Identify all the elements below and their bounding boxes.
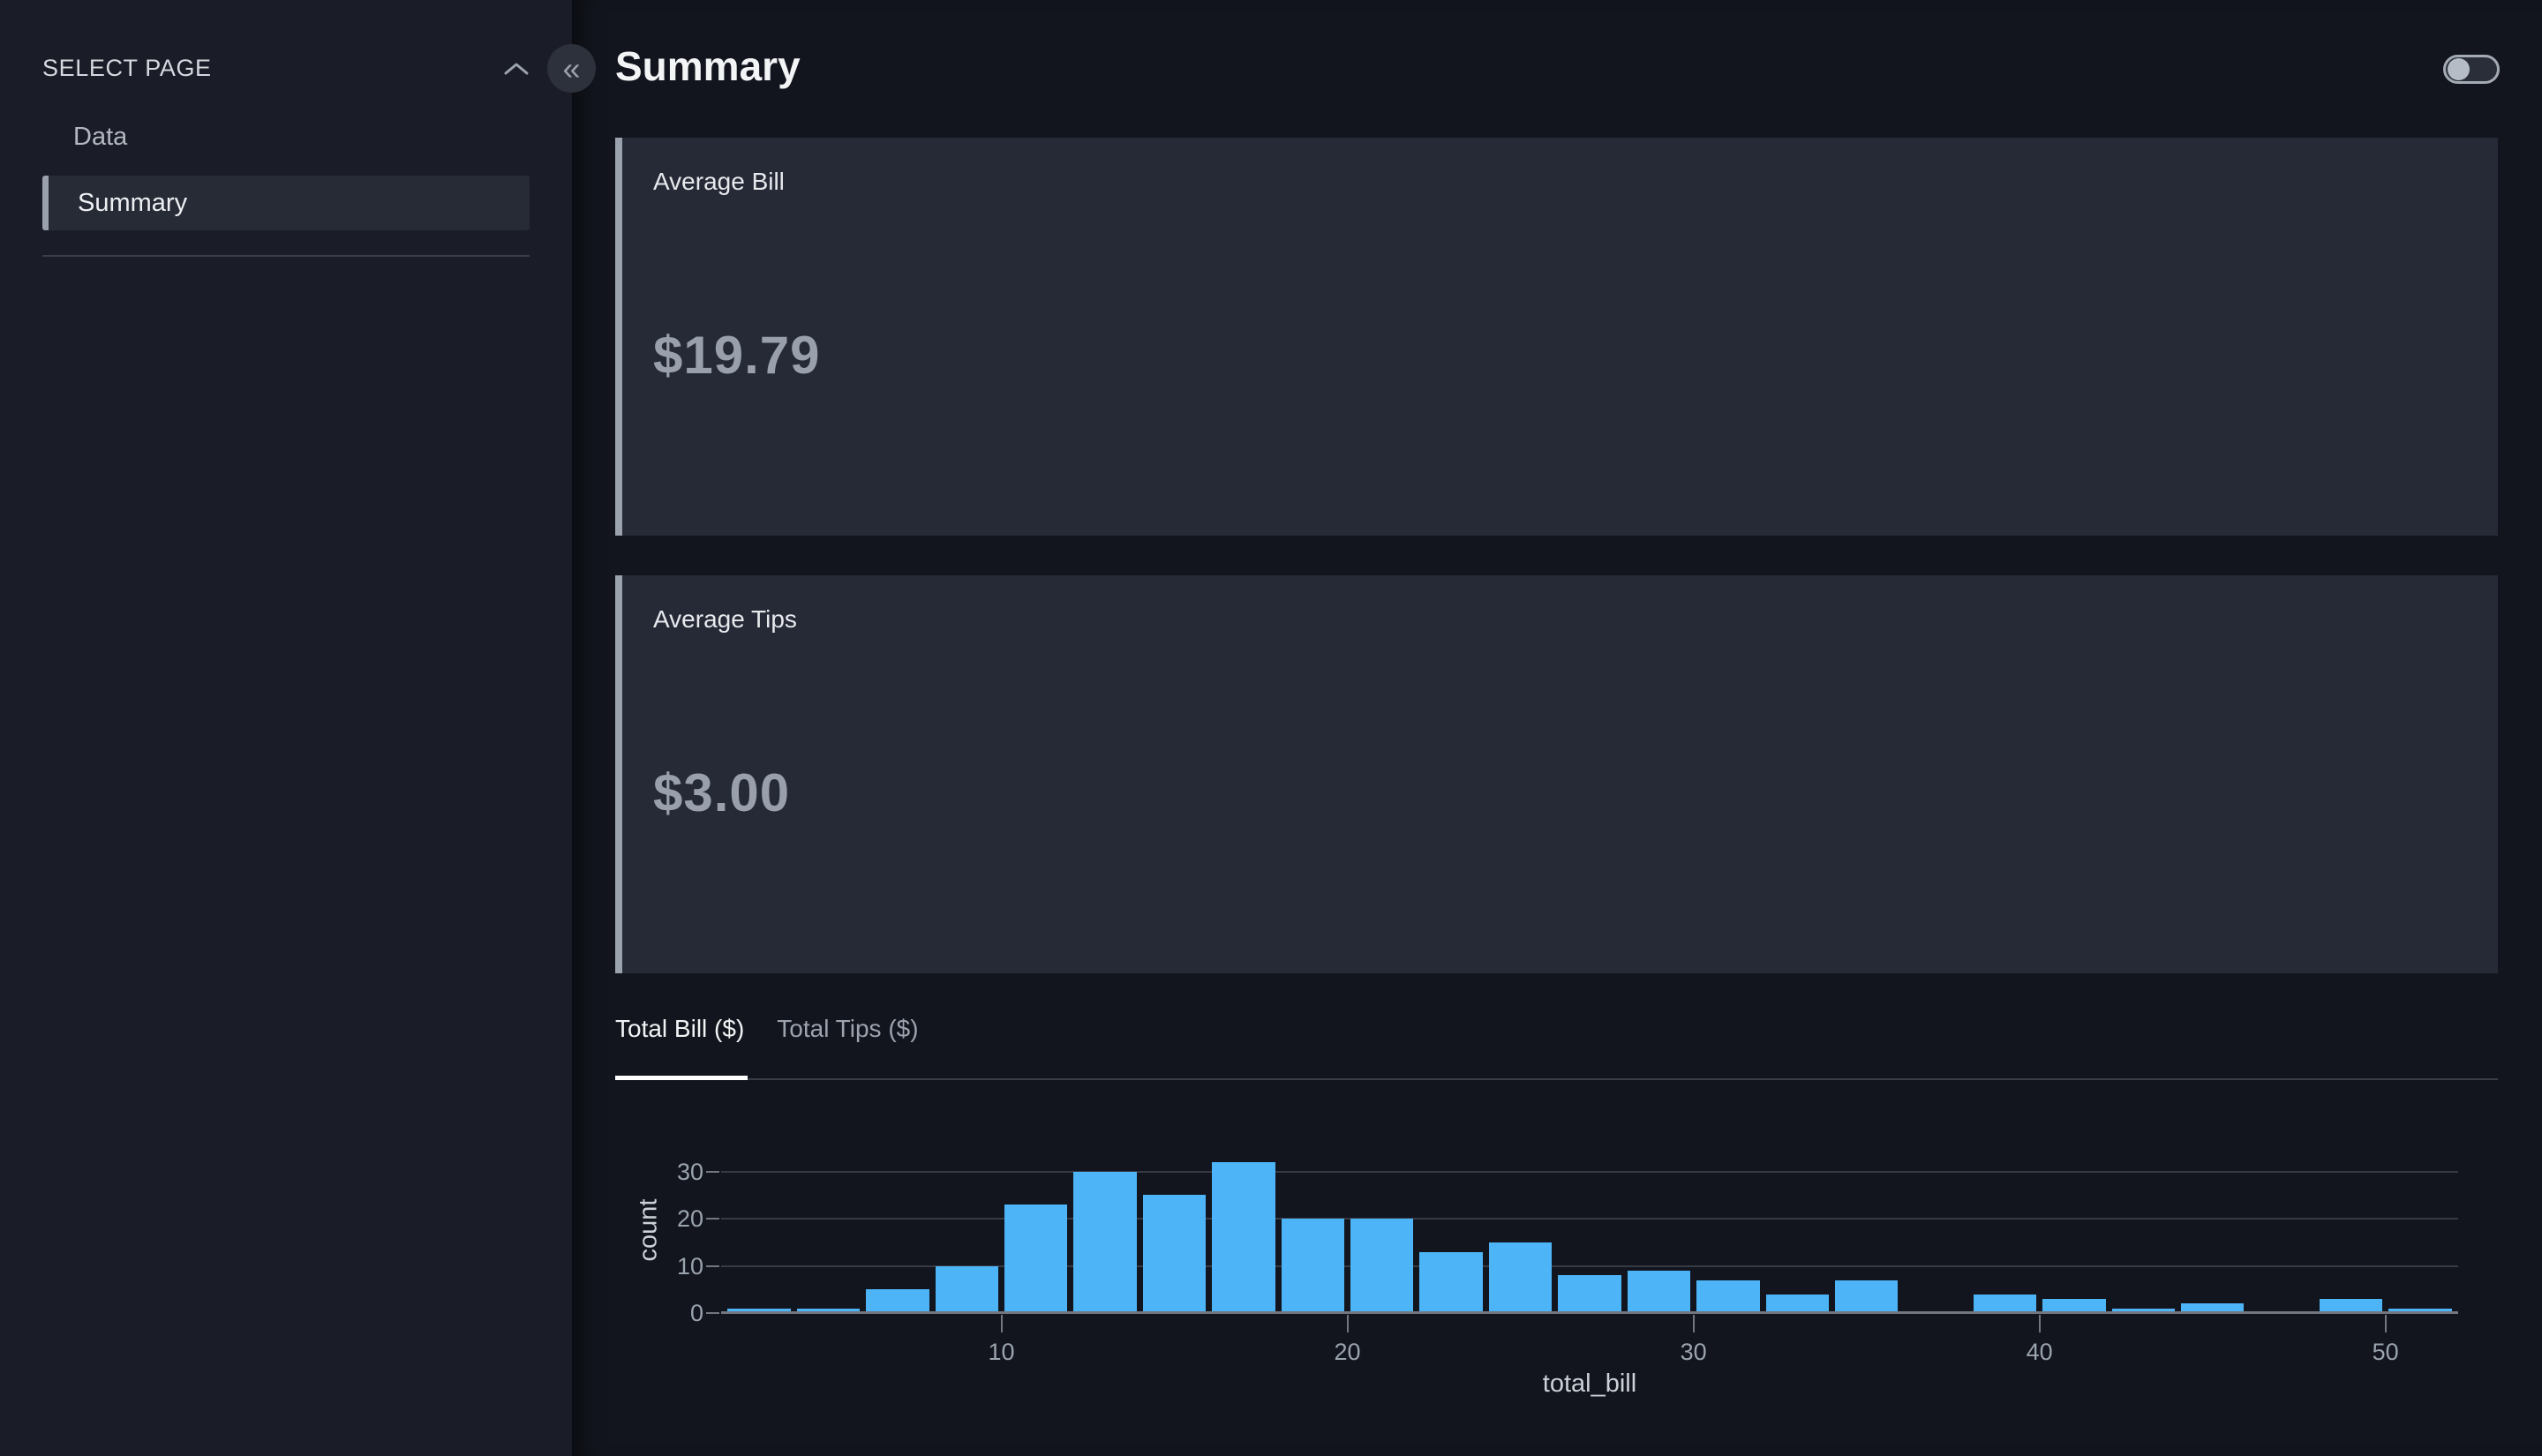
x-tick-mark [1346,1315,1349,1332]
x-tick-label: 30 [1680,1339,1707,1365]
sidebar-item-label: Summary [78,188,188,217]
gridline [721,1218,2458,1220]
chart-tabs: Total Bill ($) Total Tips ($) [615,1015,2498,1080]
histogram-bar [1834,1280,1899,1313]
card-label: Average Bill [653,168,785,195]
card-label: Average Tips [653,605,797,633]
x-tick-label: 20 [1334,1339,1361,1365]
histogram-bar [796,1308,861,1313]
select-page-label: SELECT PAGE [42,55,212,81]
y-tick-mark [706,1170,719,1173]
card-value: $3.00 [653,763,791,822]
histogram-bar [935,1265,999,1313]
x-tick-mark [2384,1315,2387,1332]
histogram-bar [2042,1298,2106,1313]
histogram-bar [1281,1219,1345,1313]
x-tick-mark [2038,1315,2041,1332]
y-tick-label: 20 [676,1205,703,1233]
y-tick-mark [706,1265,719,1267]
card-value: $19.79 [653,326,821,385]
sidebar: SELECT PAGE Data Summary [0,0,572,1456]
sidebar-divider [42,255,530,257]
histogram-bar [1212,1162,1275,1313]
y-tick-mark [706,1218,719,1220]
y-tick-label: 30 [676,1158,703,1185]
histogram-bar [1004,1205,1068,1313]
x-tick-mark [1692,1315,1695,1332]
y-tick-label: 0 [689,1300,703,1326]
histogram-bar [1419,1251,1483,1313]
histogram-plot-area: 0 10 20 30 10 20 30 40 50 count total_bill [635,1148,2458,1398]
double-chevron-left-icon: « [562,49,581,86]
sidebar-item-label: Data [73,122,128,151]
histogram-bar [2319,1298,2383,1313]
y-tick-label: 10 [676,1252,703,1280]
histogram-bar [1350,1219,1414,1313]
histogram-bar [1142,1195,1207,1313]
page-nav: Data Summary [0,114,572,230]
histogram-bar [1696,1280,1760,1313]
histogram-bar [1627,1270,1691,1313]
gridline [721,1265,2458,1267]
x-axis-title: total_bill [1542,1370,1637,1398]
select-page-header: SELECT PAGE [42,55,530,82]
sidebar-item-data[interactable]: Data [42,114,530,160]
metric-card-average-bill: Average Bill $19.79 [615,138,2498,536]
histogram-bar [2111,1308,2175,1313]
tab-total-bill[interactable]: Total Bill ($) [615,1015,748,1080]
histogram-bar [1973,1294,2037,1313]
x-tick-label: 40 [2026,1339,2053,1365]
sidebar-collapse-button[interactable]: « [547,44,596,93]
histogram-bar [1488,1242,1553,1313]
toggle-knob [2448,58,2470,80]
x-tick-mark [1000,1315,1003,1332]
histogram-bar [2180,1303,2245,1313]
histogram-bar [866,1289,929,1313]
sidebar-item-summary[interactable]: Summary [42,176,530,230]
histogram-bar [1073,1171,1137,1313]
gridline [721,1170,2458,1173]
main-content: Summary Average Bill $19.79 Average Tips… [572,0,2542,1456]
x-axis-line [721,1311,2458,1314]
x-tick-label: 10 [988,1339,1015,1365]
tab-total-tips[interactable]: Total Tips ($) [777,1015,919,1042]
histogram-bar [1558,1275,1621,1313]
x-tick-label: 50 [2372,1339,2399,1365]
theme-toggle[interactable] [2443,55,2500,84]
y-tick-mark [706,1312,719,1314]
metric-card-average-tips: Average Tips $3.00 [615,575,2498,973]
chevron-up-icon[interactable] [503,61,530,77]
histogram-bar [1765,1294,1829,1313]
histogram-bar [2388,1308,2452,1313]
y-axis-title: count [634,1198,663,1262]
histogram-bar [727,1308,791,1313]
page-title: Summary [615,43,801,89]
